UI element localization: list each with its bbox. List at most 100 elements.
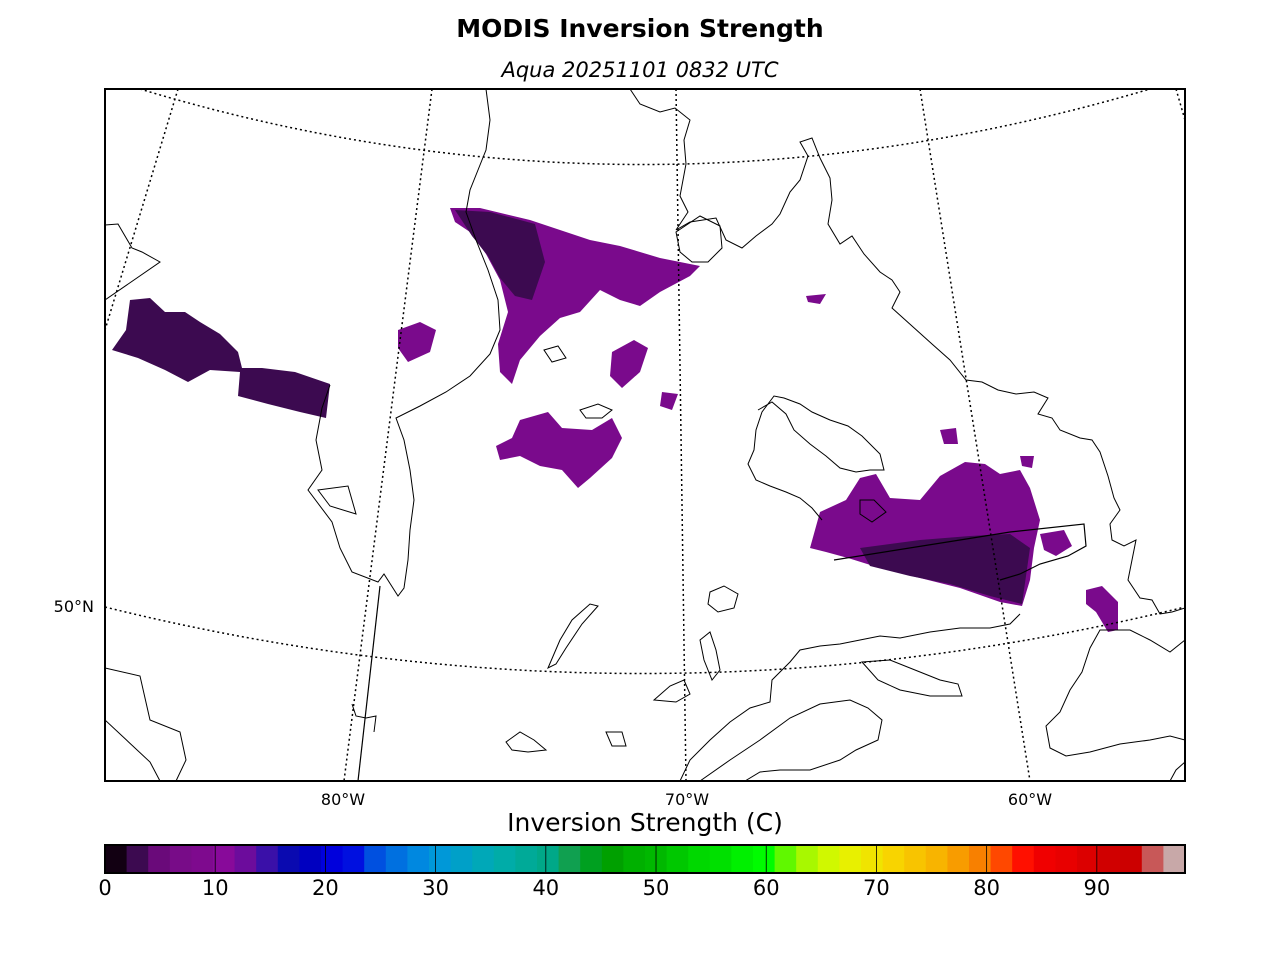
colorbar-segment (731, 845, 754, 873)
data-patch-9 (1020, 456, 1034, 468)
colorbar-segment (364, 845, 387, 873)
colorbar-segment (450, 845, 473, 873)
colorbar-segment (515, 845, 538, 873)
data-patch-4 (660, 392, 678, 410)
colorbar-segment (1055, 845, 1078, 873)
colorbar-tick-label: 50 (642, 876, 670, 900)
colorbar-segment (169, 845, 192, 873)
inland-lake-a (579, 403, 613, 419)
colorbar-segment (105, 845, 128, 873)
parallel-60n (139, 89, 1151, 166)
colorbar-tick-label: 90 (1083, 876, 1111, 900)
lon-label-60w: 60°W (1008, 790, 1052, 809)
meridian-80w (343, 89, 433, 781)
colorbar-segment (709, 845, 732, 873)
quebec-labrador-border (833, 523, 1087, 581)
colorbar-segment (1141, 845, 1164, 873)
colorbar-segment (342, 845, 365, 873)
ungava-coast (629, 89, 1185, 615)
colorbar-segment (1098, 845, 1121, 873)
data-swath-east-dark (860, 534, 1030, 604)
colorbar-segment (1163, 845, 1186, 873)
colorbar-segment (126, 845, 149, 873)
colorbar-label: Inversion Strength (C) (507, 808, 783, 837)
colorbar-segment (774, 845, 797, 873)
colorbar-tick-label: 20 (312, 876, 339, 900)
colorbar-segment (1077, 845, 1100, 873)
colorbar-segment (753, 845, 776, 873)
belcher-islands (547, 603, 599, 670)
lake-2 (605, 731, 627, 747)
labrador-interior (747, 395, 885, 521)
colorbar-segment (472, 845, 495, 873)
colorbar-segment (429, 845, 452, 873)
parallel-50n (105, 606, 1185, 675)
colorbar-frame (104, 844, 1186, 874)
colorbar-segment (839, 845, 862, 873)
lat-label-50n: 50°N (54, 597, 94, 616)
st-lawrence-north-shore (679, 613, 1021, 781)
james-bay-coast (307, 89, 501, 597)
graticule (105, 89, 1185, 781)
colorbar-segment (580, 845, 603, 873)
colorbar-segment (925, 845, 948, 873)
colorbar-segment (623, 845, 646, 873)
meridian-70w (675, 89, 687, 781)
colorbar-segment (256, 845, 279, 873)
akimiski-island (317, 485, 357, 515)
hudson-bay-west-small (105, 719, 161, 781)
colorbar-segment (277, 845, 300, 873)
melville-peninsula (351, 703, 377, 733)
data-swaths (112, 208, 1118, 632)
newfoundland-coast (1045, 629, 1185, 757)
colorbar-segment (321, 845, 344, 873)
colorbar-tick-label: 80 (973, 876, 1000, 900)
mistassini-lake (699, 631, 721, 681)
colorbar-segment (493, 845, 516, 873)
anticosti-region (860, 659, 963, 697)
inland-lake-b (543, 345, 567, 363)
colorbar-segment (882, 845, 905, 873)
colorbar-tick-label: 60 (752, 876, 780, 900)
colorbar-segment (191, 845, 214, 873)
colorbar-segment (299, 845, 322, 873)
colorbar-segment (558, 845, 581, 873)
map-frame (104, 88, 1186, 782)
colorbar-segment (990, 845, 1013, 873)
data-patch-5 (1086, 586, 1118, 632)
ungava-bay (675, 215, 723, 263)
colorbar-tick-label: 70 (863, 876, 890, 900)
lake-melville (859, 499, 887, 523)
colorbar (104, 845, 1186, 873)
coastlines (105, 89, 1185, 781)
data-patch-3 (398, 322, 436, 362)
chart-title: MODIS Inversion Strength (456, 14, 824, 43)
data-patch-8 (1040, 530, 1072, 556)
data-patch-2 (610, 340, 648, 388)
colorbar-segment (1033, 845, 1056, 873)
meridian-50w (1175, 89, 1185, 121)
data-swath-west (112, 298, 330, 418)
colorbar-segment (817, 845, 840, 873)
chart-subtitle: Aqua 20251101 0832 UTC (501, 58, 779, 82)
colorbar-segment (234, 845, 257, 873)
lake-3 (505, 731, 548, 753)
meridian-90w (105, 89, 179, 331)
hudson-bay-southwest (105, 667, 187, 781)
colorbar-segment (666, 845, 689, 873)
colorbar-segment (904, 845, 927, 873)
data-patch-7 (806, 294, 826, 304)
colorbar-segment (407, 845, 430, 873)
colorbar-segment (213, 845, 236, 873)
colorbar-segment (148, 845, 171, 873)
hudson-bay-west-coast (105, 223, 161, 301)
data-swath-central-dark (455, 210, 545, 300)
colorbar-segment (947, 845, 970, 873)
colorbar-segment (1120, 845, 1143, 873)
colorbar-tick-label: 0 (98, 876, 112, 900)
meridian-60w (919, 89, 1031, 781)
lon-label-70w: 70°W (665, 790, 709, 809)
colorbar-segment (601, 845, 624, 873)
colorbar-tick-label: 10 (201, 876, 229, 900)
